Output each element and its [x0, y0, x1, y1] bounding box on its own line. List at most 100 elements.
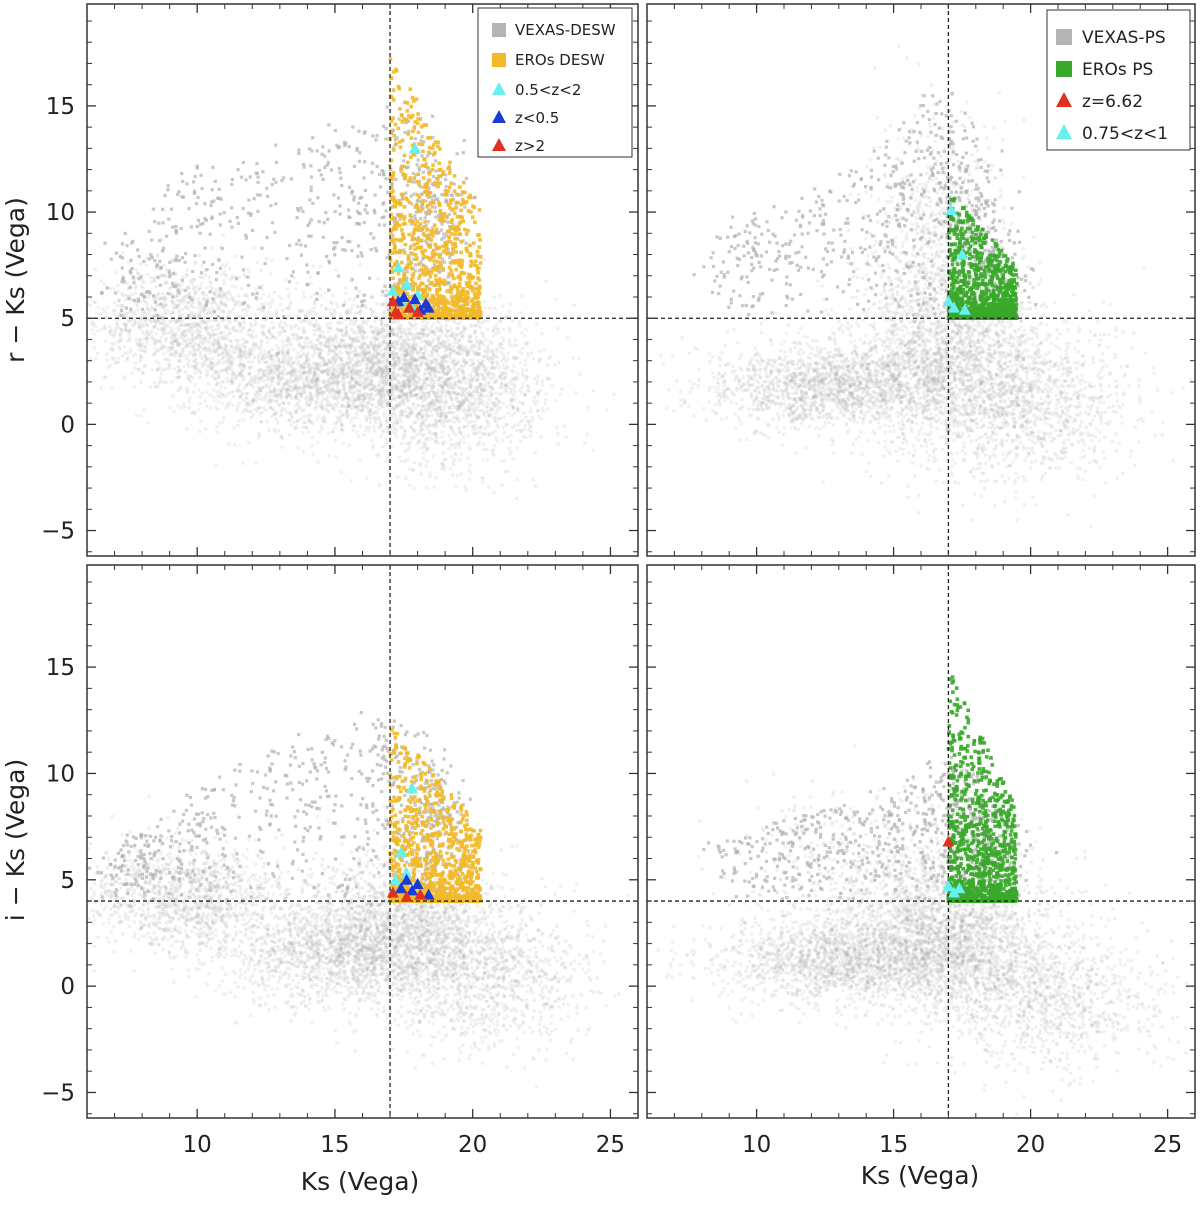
- cloud-point: [300, 370, 304, 374]
- cloud-point: [291, 332, 295, 336]
- cloud-point: [306, 351, 310, 356]
- cloud-point: [393, 377, 398, 381]
- cloud-point: [483, 431, 487, 435]
- cloud-point: [175, 326, 179, 330]
- cloud-point: [469, 470, 473, 475]
- cloud-point: [312, 348, 316, 352]
- cloud-point: [306, 337, 310, 341]
- cloud-point: [488, 339, 492, 343]
- cloud-point: [525, 375, 529, 379]
- cloud-point: [248, 334, 252, 338]
- cloud-point: [365, 357, 369, 361]
- cloud-point: [422, 441, 426, 445]
- cloud-point: [458, 430, 462, 434]
- cloud-point: [457, 385, 461, 390]
- cloud-point: [234, 302, 238, 306]
- cloud-point: [264, 374, 268, 378]
- cloud-point: [364, 425, 368, 429]
- cloud-point: [314, 378, 318, 382]
- cloud-point: [288, 411, 292, 415]
- cloud-point: [429, 401, 434, 405]
- cloud-point: [391, 357, 395, 361]
- cloud-point: [423, 403, 427, 407]
- cloud-point: [161, 345, 165, 349]
- cloud-point: [249, 376, 253, 380]
- cloud-point: [490, 362, 495, 366]
- cloud-point: [404, 374, 409, 378]
- cloud-point: [295, 333, 299, 338]
- cloud-point: [191, 336, 195, 340]
- cloud-point: [310, 380, 314, 385]
- cloud-point: [277, 377, 281, 381]
- cloud-point: [407, 331, 412, 335]
- cloud-point: [180, 316, 184, 320]
- cloud-point: [369, 295, 373, 299]
- cloud-point: [394, 374, 398, 378]
- cloud-point: [456, 379, 460, 384]
- cloud-point: [280, 407, 284, 411]
- cloud-point: [361, 349, 365, 353]
- cloud-point: [476, 319, 480, 323]
- cloud-point: [174, 331, 178, 335]
- cloud-point: [487, 432, 491, 436]
- cloud-point: [370, 370, 374, 374]
- cloud-point: [246, 352, 250, 356]
- cloud-point: [164, 280, 168, 284]
- cloud-point: [469, 412, 473, 416]
- cloud-point: [476, 414, 480, 418]
- cloud-point: [413, 385, 417, 389]
- cloud-point: [404, 363, 408, 367]
- cloud-point: [349, 372, 353, 376]
- cloud-point: [232, 426, 236, 430]
- cloud-point: [404, 347, 409, 352]
- cloud-point: [391, 389, 395, 393]
- cloud-point: [287, 307, 291, 311]
- cloud-point: [261, 372, 265, 376]
- cloud-point: [393, 332, 397, 336]
- cloud-point: [465, 414, 469, 418]
- cloud-point: [364, 405, 368, 409]
- cloud-point: [445, 377, 449, 381]
- cloud-point: [297, 386, 302, 391]
- cloud-point: [299, 393, 303, 397]
- cloud-point: [352, 363, 356, 367]
- cloud-point: [368, 381, 373, 386]
- cloud-point: [308, 378, 312, 382]
- cloud-point: [348, 335, 352, 339]
- cloud-point: [118, 311, 123, 316]
- cloud-point: [176, 319, 180, 323]
- cloud-point: [453, 416, 457, 420]
- cloud-point: [198, 370, 202, 374]
- cloud-point: [339, 404, 344, 408]
- cloud-point: [259, 340, 263, 344]
- cloud-point: [411, 428, 415, 432]
- cloud-point: [495, 347, 499, 351]
- cloud-point: [238, 353, 242, 357]
- cloud-point: [247, 372, 251, 376]
- cloud-point: [145, 338, 149, 342]
- cloud-point: [430, 366, 434, 370]
- cloud-point: [311, 345, 315, 349]
- cloud-point: [126, 330, 130, 334]
- cloud-point: [149, 331, 153, 335]
- cloud-point: [419, 472, 423, 476]
- cloud-point: [462, 372, 466, 377]
- cloud-point: [296, 388, 300, 393]
- cloud-point: [319, 424, 323, 429]
- cloud-point: [487, 485, 491, 489]
- cloud-point: [315, 389, 319, 394]
- cloud-point: [160, 313, 164, 317]
- cloud-point: [313, 371, 317, 375]
- cloud-point: [307, 362, 312, 366]
- cloud-point: [287, 371, 291, 375]
- cloud-point: [448, 354, 452, 358]
- cloud-point: [484, 369, 488, 373]
- cloud-point: [153, 350, 158, 354]
- cloud-point: [115, 360, 119, 364]
- cloud-point: [190, 282, 194, 286]
- cloud-point: [309, 398, 313, 402]
- cloud-point: [244, 356, 249, 360]
- cloud-point: [440, 330, 444, 335]
- cloud-point: [287, 394, 291, 398]
- cloud-point: [498, 320, 502, 324]
